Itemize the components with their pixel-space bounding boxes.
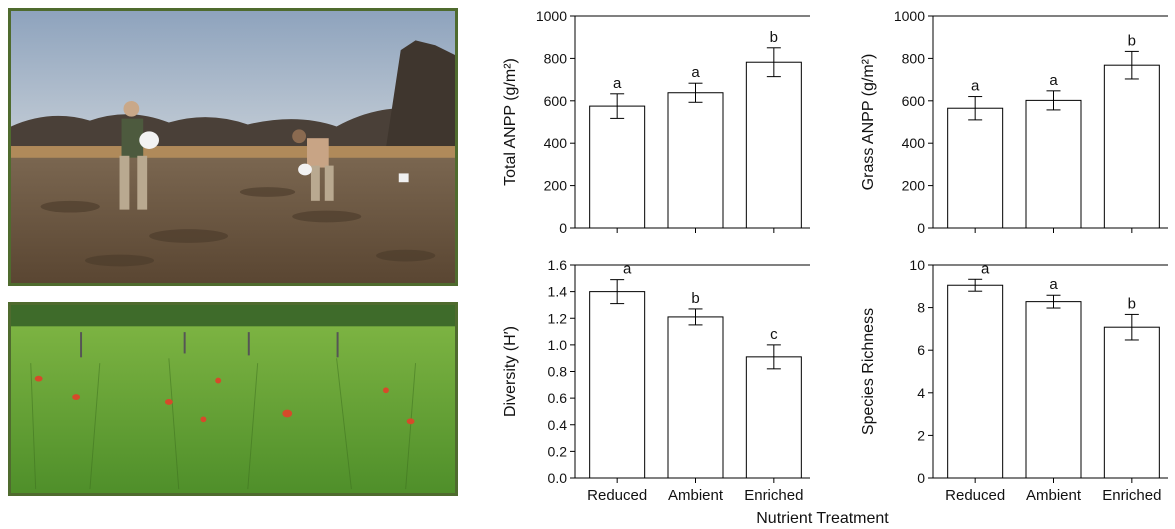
- significance-letter: b: [1128, 32, 1136, 49]
- significance-letter: a: [1049, 72, 1058, 89]
- y-axis-label: Grass ANPP (g/m²): [860, 54, 877, 191]
- y-tick-label: 400: [544, 135, 568, 151]
- significance-letter: b: [1128, 295, 1136, 312]
- y-tick-label: 0: [917, 220, 925, 236]
- x-tick-label: Reduced: [945, 487, 1005, 504]
- y-tick-label: 0.0: [548, 470, 568, 486]
- y-tick-label: 1000: [536, 8, 567, 24]
- y-tick-label: 200: [544, 178, 568, 194]
- field-fertilizing-photo-icon: [11, 11, 455, 283]
- y-tick-label: 0.8: [548, 364, 568, 380]
- bar: [947, 284, 1004, 479]
- y-tick-label: 10: [909, 257, 925, 273]
- bar: [1103, 326, 1160, 479]
- y-tick-label: 4: [917, 385, 925, 401]
- bar: [1103, 64, 1160, 229]
- significance-letter: a: [623, 261, 632, 278]
- x-tick-label: Enriched: [1102, 487, 1161, 504]
- significance-letter: a: [971, 78, 980, 95]
- y-axis-label: Diversity (H′): [502, 326, 519, 417]
- bar: [1025, 99, 1082, 229]
- bar: [1025, 301, 1082, 479]
- significance-letter: b: [691, 290, 699, 307]
- y-tick-label: 1.4: [548, 284, 568, 300]
- y-tick-label: 0: [917, 470, 925, 486]
- grassland-plot-photo-icon: [11, 305, 455, 493]
- bar: [667, 92, 724, 229]
- y-tick-label: 0.4: [548, 417, 568, 433]
- y-tick-label: 1.2: [548, 310, 568, 326]
- y-tick-label: 0.6: [548, 390, 568, 406]
- significance-letter: a: [1049, 276, 1058, 293]
- significance-letter: a: [981, 260, 990, 277]
- x-tick-label: Reduced: [587, 487, 647, 504]
- y-tick-label: 1.0: [548, 337, 568, 353]
- bar: [667, 316, 724, 479]
- bar: [947, 107, 1004, 229]
- y-tick-label: 0: [559, 220, 567, 236]
- y-tick-label: 2: [917, 427, 925, 443]
- y-tick-label: 8: [917, 300, 925, 316]
- y-tick-label: 6: [917, 342, 925, 358]
- significance-letter: c: [770, 326, 778, 343]
- field-fertilizing-photo: [8, 8, 458, 286]
- bar: [589, 105, 646, 229]
- y-tick-label: 0.2: [548, 443, 568, 459]
- significance-letter: b: [770, 29, 778, 46]
- significance-letter: a: [691, 64, 700, 81]
- y-tick-label: 1000: [894, 8, 925, 24]
- grassland-plot-photo: [8, 302, 458, 496]
- bar: [745, 356, 802, 479]
- y-axis-label: Total ANPP (g/m²): [502, 58, 519, 186]
- y-tick-label: 600: [544, 93, 568, 109]
- x-axis-title: Nutrient Treatment: [756, 510, 889, 527]
- x-tick-label: Enriched: [744, 487, 803, 504]
- y-tick-label: 400: [902, 135, 926, 151]
- y-tick-label: 1.6: [548, 257, 568, 273]
- y-tick-label: 600: [902, 93, 926, 109]
- y-axis-label: Species Richness: [860, 308, 877, 435]
- significance-letter: a: [613, 75, 622, 92]
- y-tick-label: 800: [544, 50, 568, 66]
- y-tick-label: 200: [902, 178, 926, 194]
- y-tick-label: 800: [902, 50, 926, 66]
- x-tick-label: Ambient: [1026, 487, 1082, 504]
- bar: [589, 291, 646, 479]
- x-tick-label: Ambient: [668, 487, 724, 504]
- bar: [745, 61, 802, 229]
